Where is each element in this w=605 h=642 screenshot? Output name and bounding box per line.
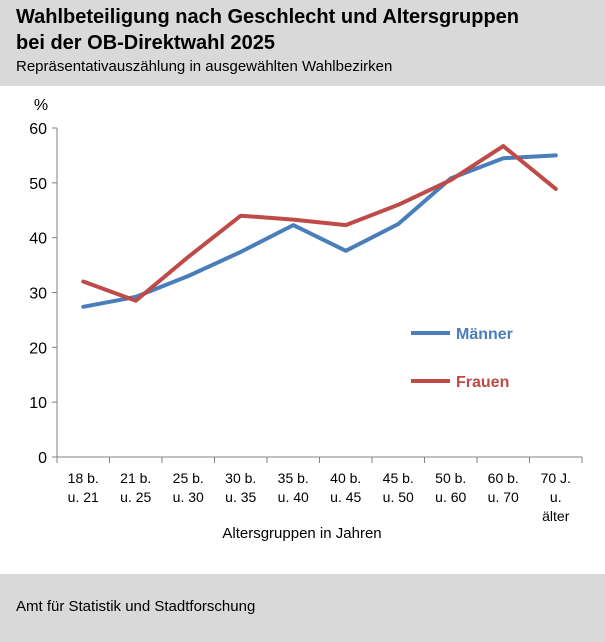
x-tick-label: 35 b. u. 40 <box>278 470 309 505</box>
x-tick-label: 40 b. u. 45 <box>330 470 361 505</box>
x-tick-label: 45 b. u. 50 <box>383 470 414 505</box>
x-axis-label: Altersgruppen in Jahren <box>222 525 381 542</box>
header: Wahlbeteiligung nach Geschlecht und Alte… <box>0 0 605 86</box>
chart-title-line-2: bei der OB-Direktwahl 2025 <box>16 32 275 54</box>
x-tick-label: 30 b. u. 35 <box>225 470 256 505</box>
x-tick-label: 50 b. u. 60 <box>435 470 466 505</box>
series-line-frauen <box>81 144 558 303</box>
x-tick-label: 70 J. u. älter <box>541 470 571 524</box>
y-tick-label: 20 <box>29 340 47 357</box>
x-tick-label: 25 b. u. 30 <box>173 470 204 505</box>
legend-label: Männer <box>456 326 513 343</box>
y-tick-label: 40 <box>29 231 47 248</box>
y-axis-ticks: 0 10 20 30 40 50 60 <box>29 121 57 467</box>
y-tick-label: 30 <box>29 286 47 303</box>
line-chart: 0 10 20 30 40 50 60 18 b. u. 21 21 b. u. 25 25 b. u… <box>29 97 583 542</box>
y-tick-label: 60 <box>29 121 47 138</box>
x-tick-label: 21 b. u. 25 <box>120 470 151 505</box>
x-axis-ticks: 18 b. u. 21 21 b. u. 25 25 b. u. 30 30 b. u. 35… <box>56 457 583 524</box>
axes <box>56 128 582 458</box>
series-lines <box>81 144 558 309</box>
chart-subtitle: Repräsentativauszählung in ausgewählten … <box>16 58 393 75</box>
chart-title-line-1: Wahlbeteiligung nach Geschlecht und Alte… <box>16 6 520 28</box>
legend: Männer Frauen <box>411 326 513 391</box>
y-tick-label: 0 <box>38 450 47 467</box>
legend-label: Frauen <box>456 374 509 391</box>
footer: Amt für Statistik und Stadtforschung <box>0 574 605 642</box>
y-tick-label: 50 <box>29 176 47 193</box>
x-tick-label: 18 b. u. 21 <box>68 470 99 505</box>
y-tick-label: 10 <box>29 395 47 412</box>
x-tick-label: 60 b. u. 70 <box>488 470 519 505</box>
series-line-mnner <box>81 153 558 309</box>
y-axis-label: % <box>34 97 48 114</box>
source-note: Amt für Statistik und Stadtforschung <box>16 598 256 615</box>
